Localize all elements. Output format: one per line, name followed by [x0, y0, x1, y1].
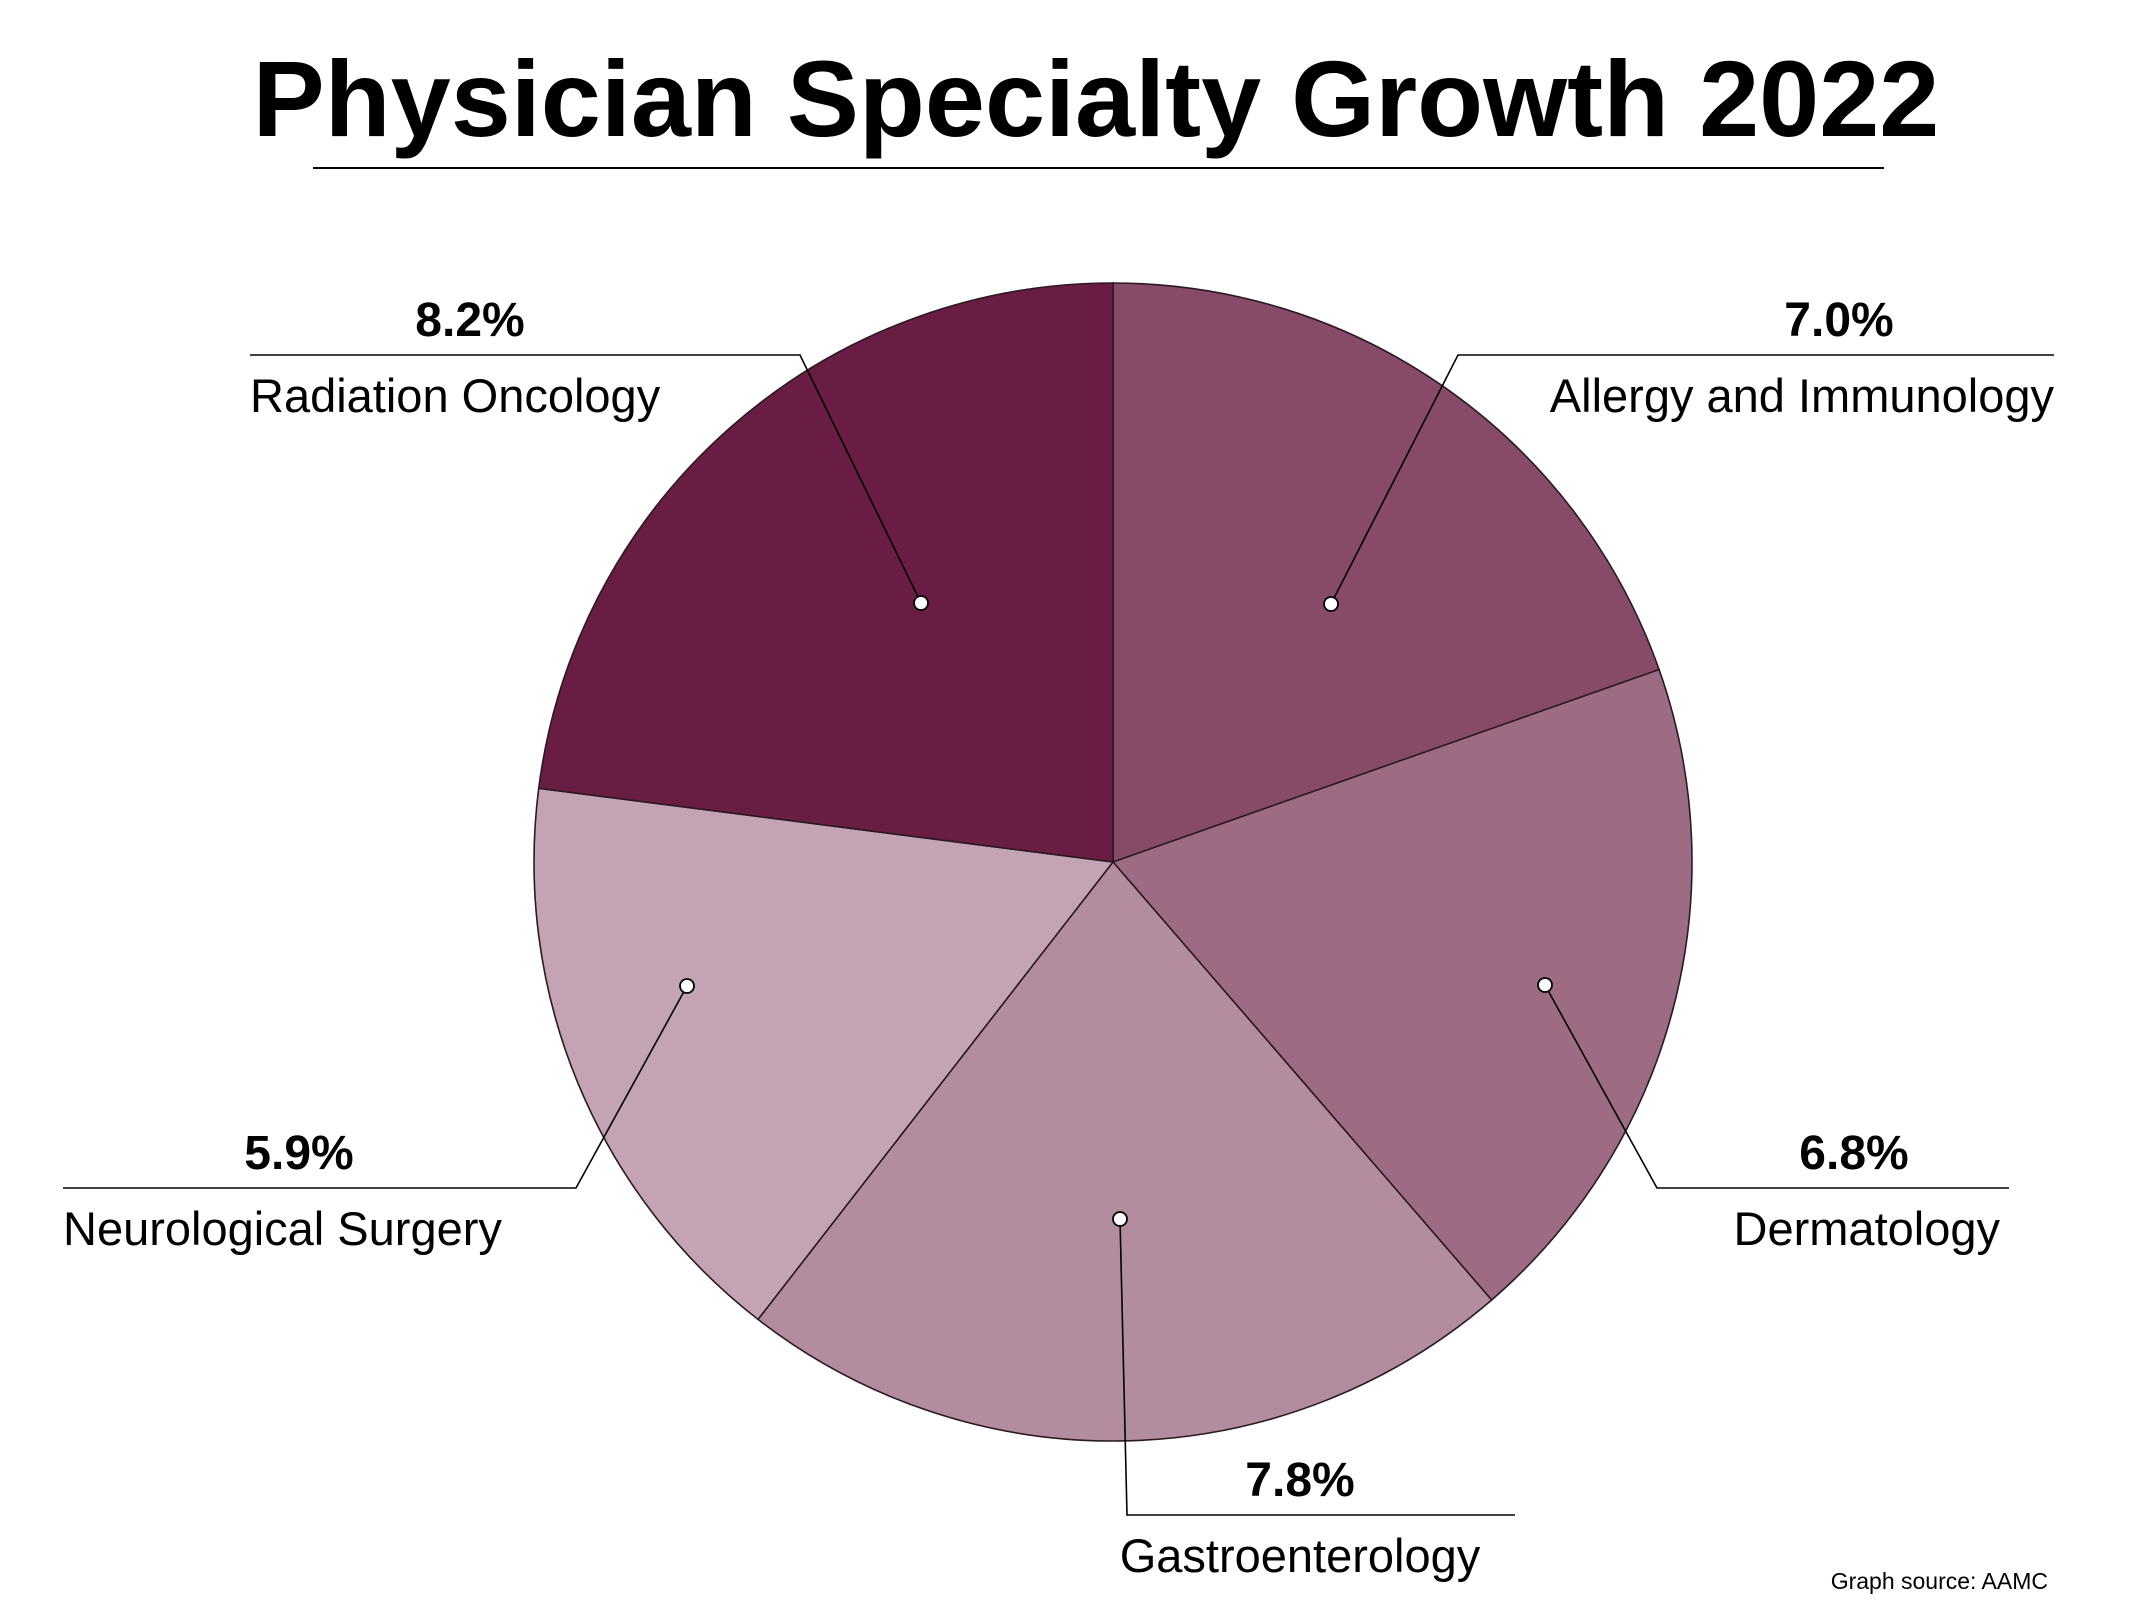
slice-name-label: Gastroenterology	[1120, 1529, 1481, 1582]
slice-percent-label: 7.8%	[1245, 1454, 1354, 1507]
leader-dot	[913, 595, 929, 611]
chart-title: Physician Specialty Growth 2022	[253, 38, 1940, 159]
pie-slice-dermatology	[1111, 668, 1693, 1302]
slice-name-label: Radiation Oncology	[250, 369, 661, 422]
slice-percent-label: 7.0%	[1784, 294, 1893, 347]
slice-name-label: Allergy and Immunology	[1550, 369, 2055, 422]
leader-line	[1330, 354, 2054, 605]
slice-name-label: Neurological Surgery	[63, 1202, 502, 1255]
leader-dot	[679, 978, 695, 994]
pie-slices	[533, 282, 1693, 1442]
leader-dot	[1112, 1211, 1128, 1227]
leader-dot	[1323, 596, 1339, 612]
leader-line	[250, 354, 922, 604]
leader-lines	[63, 354, 2054, 1516]
pie-slice-gastroenterology	[756, 860, 1493, 1442]
leader-line	[63, 985, 688, 1189]
leader-line	[1544, 984, 2009, 1189]
slice-labels: 7.0% Allergy and Immunology 6.8% Dermatolog…	[63, 294, 2054, 1582]
slice-percent-label: 5.9%	[244, 1127, 353, 1180]
pie-slice-radiation-oncology	[537, 282, 1114, 863]
pie-slice-neurological-surgery	[533, 787, 1115, 1321]
slice-percent-label: 8.2%	[415, 294, 524, 347]
source-note: Graph source: AAMC	[1831, 1568, 2048, 1594]
slice-name-label: Dermatology	[1734, 1202, 2001, 1255]
leader-line	[1119, 1218, 1515, 1516]
slice-percent-label: 6.8%	[1799, 1127, 1908, 1180]
leader-dot	[1537, 977, 1553, 993]
